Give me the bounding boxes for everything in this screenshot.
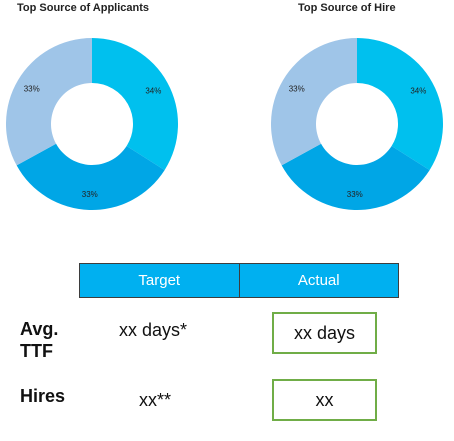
target-value-hires: xx**: [139, 390, 172, 410]
donut-chart-hire: 34% 33% 33%: [271, 38, 443, 210]
donut-slice-2: [281, 143, 430, 210]
row-label-avg-ttf: Avg. TTF: [20, 319, 59, 361]
donut-slice-3: [271, 38, 357, 166]
header-target: Target: [80, 264, 239, 297]
header-actual: Actual: [238, 264, 398, 297]
donut-slice-3: [5, 38, 92, 166]
slice-label-1: 34%: [410, 86, 426, 95]
slice-label-2: 33%: [82, 190, 98, 199]
row-label-hires: Hires: [20, 386, 66, 406]
donut-slice-2: [16, 143, 165, 210]
actual-value-ttf: xx days: [272, 312, 377, 354]
donut-slice-1: [357, 38, 443, 171]
target-value-ttf: xx days*: [119, 320, 188, 340]
chart-title-applicants: Top Source of Applicants: [17, 2, 150, 14]
chart-title-hire: Top Source of Hire: [298, 2, 396, 14]
donut-slice-1: [92, 38, 179, 171]
target-actual-header: Target Actual: [79, 263, 399, 298]
slice-label-1: 34%: [145, 86, 161, 95]
slice-label-3: 33%: [24, 84, 40, 93]
donut-chart-applicants: 34% 33% 33%: [5, 38, 179, 210]
actual-value-hires: xx: [272, 379, 377, 421]
slice-label-2: 33%: [347, 190, 363, 199]
slice-label-3: 33%: [289, 84, 305, 93]
